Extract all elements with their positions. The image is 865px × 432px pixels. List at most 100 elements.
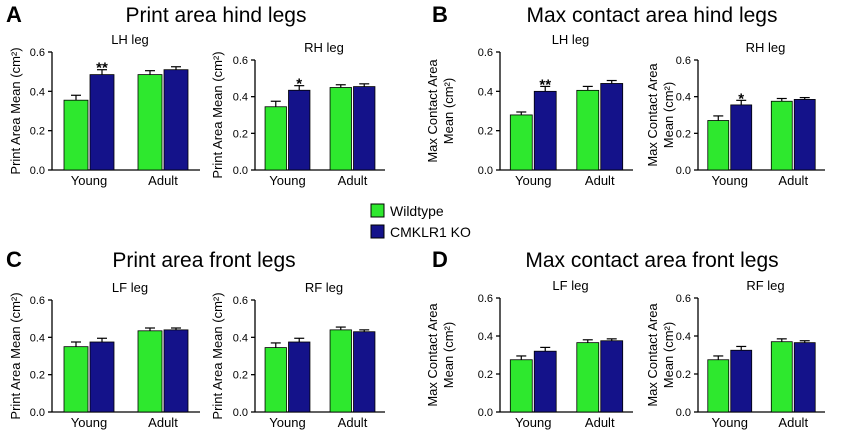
- x-category-label: Young: [71, 173, 107, 188]
- bar-wildtype-young: [63, 346, 89, 413]
- y-axis-label: Max Contact Area: [425, 303, 440, 407]
- y-tick-label: 0.4: [676, 331, 691, 343]
- x-category-label: Adult: [338, 173, 368, 188]
- y-tick-label: 0.2: [233, 370, 248, 382]
- y-tick-label: 0.4: [30, 332, 45, 344]
- legend: Wildtype CMKLR1 KO: [370, 203, 471, 240]
- significance-marker: *: [296, 76, 302, 93]
- x-category-label: Young: [515, 415, 551, 430]
- x-category-label: Adult: [778, 173, 808, 188]
- y-tick-label: 0.4: [478, 331, 493, 343]
- y-tick-label: 0.4: [30, 86, 45, 98]
- bar-wildtype-young: [707, 120, 730, 171]
- chart-b-lh-leg: LH leg Max Contact Area Mean (cm²) 0.0 0.2 0.…: [425, 32, 633, 188]
- bar-ko-young: [89, 341, 115, 413]
- bar-wildtype-young: [63, 99, 89, 171]
- x-category-label: Adult: [148, 415, 178, 430]
- y-axis-label: Mean (cm²): [661, 322, 676, 388]
- x-category-label: Young: [712, 415, 748, 430]
- legend-swatch-ko: [370, 224, 385, 239]
- x-category-label: Adult: [585, 415, 615, 430]
- y-axis-label: Max Contact Area: [645, 63, 660, 167]
- bar-wildtype-adult: [770, 100, 793, 171]
- bar-ko-adult: [163, 329, 189, 413]
- y-tick-label: 0.0: [478, 407, 493, 419]
- y-tick-label: 0.6: [233, 55, 248, 67]
- bar-ko-young: [288, 89, 311, 171]
- bar-ko-young: [730, 104, 753, 171]
- significance-marker: *: [738, 90, 744, 107]
- legend-label-wildtype: Wildtype: [390, 203, 444, 219]
- y-tick-label: 0.2: [478, 369, 493, 381]
- y-tick-label: 0.2: [676, 128, 691, 140]
- y-axis-label: Max Contact Area: [425, 59, 440, 163]
- y-tick-label: 0.2: [676, 369, 691, 381]
- y-tick-label: 0.2: [30, 370, 45, 382]
- chart-b-rh-leg: RH leg Max Contact Area Mean (cm²) 0.0 0.2 0.…: [645, 40, 825, 188]
- bar-wildtype-young: [509, 359, 533, 413]
- panel-title-a: Print area hind legs: [126, 4, 307, 27]
- panel-letter-a: A: [6, 2, 22, 27]
- bar-ko-adult: [163, 69, 189, 171]
- subplot-title: LF leg: [552, 278, 588, 293]
- significance-marker: **: [539, 76, 551, 93]
- subplot-title: RH leg: [746, 40, 786, 55]
- bar-wildtype-young: [509, 114, 533, 171]
- bar-ko-adult: [793, 342, 816, 413]
- chart-d-lf-leg: LF leg Max Contact Area Mean (cm²) 0.0 0.2 0.…: [425, 278, 633, 430]
- bar-wildtype-adult: [137, 74, 163, 171]
- y-axis-label: Max Contact Area: [645, 303, 660, 407]
- y-tick-label: 0.6: [233, 295, 248, 307]
- subplot-title: RF leg: [305, 280, 343, 295]
- y-tick-label: 0.6: [676, 55, 691, 67]
- chart-c-rf-leg: RF leg Print Area Mean (cm²) 0.0 0.2 0.4 0.6 Y…: [210, 280, 385, 430]
- bar-wildtype-adult: [329, 329, 352, 413]
- y-tick-label: 0.0: [233, 165, 248, 177]
- bar-wildtype-adult: [576, 342, 600, 413]
- x-category-label: Young: [269, 415, 305, 430]
- y-tick-label: 0.0: [233, 407, 248, 419]
- chart-a-lh-leg: LH leg Print Area Mean (cm²) 0.0 0.2 0.4 0.6 Y…: [8, 32, 200, 188]
- x-category-label: Adult: [148, 173, 178, 188]
- bar-wildtype-adult: [576, 89, 600, 171]
- panel-title-c: Print area front legs: [112, 249, 295, 272]
- x-category-label: Young: [269, 173, 305, 188]
- bar-ko-adult: [600, 340, 624, 413]
- bar-wildtype-adult: [770, 341, 793, 413]
- chart-a-rh-leg: RH leg Print Area Mean (cm²) 0.0 0.2 0.4 0.6 Y…: [210, 40, 385, 188]
- y-tick-label: 0.4: [478, 86, 493, 98]
- y-tick-label: 0.6: [30, 295, 45, 307]
- bar-wildtype-adult: [137, 330, 163, 413]
- panel-letter-d: D: [432, 247, 448, 272]
- bar-ko-young: [288, 341, 311, 413]
- y-tick-label: 0.0: [676, 407, 691, 419]
- significance-marker: **: [96, 60, 108, 77]
- y-tick-label: 0.0: [676, 165, 691, 177]
- bar-ko-adult: [793, 99, 816, 171]
- chart-d-rf-leg: RF leg Max Contact Area Mean (cm²) 0.0 0.2 0.…: [645, 278, 825, 430]
- y-axis-label: Print Area Mean (cm²): [8, 292, 23, 419]
- x-category-label: Young: [515, 173, 551, 188]
- x-category-label: Adult: [585, 173, 615, 188]
- bar-ko-adult: [353, 86, 376, 171]
- bar-ko-adult: [353, 331, 376, 413]
- panel-title-b: Max contact area hind legs: [527, 4, 778, 27]
- y-axis-label: Mean (cm²): [441, 322, 456, 388]
- y-tick-label: 0.6: [30, 47, 45, 59]
- y-tick-label: 0.2: [478, 126, 493, 138]
- x-category-label: Young: [71, 415, 107, 430]
- bar-ko-young: [533, 350, 557, 413]
- y-tick-label: 0.0: [30, 407, 45, 419]
- y-axis-label: Mean (cm²): [661, 82, 676, 148]
- x-category-label: Adult: [778, 415, 808, 430]
- y-tick-label: 0.2: [30, 126, 45, 138]
- y-tick-label: 0.6: [478, 293, 493, 305]
- y-tick-label: 0.6: [676, 293, 691, 305]
- subplot-title: RH leg: [304, 40, 344, 55]
- y-tick-label: 0.4: [233, 92, 248, 104]
- y-axis-label: Print Area Mean (cm²): [210, 292, 225, 419]
- bar-wildtype-young: [264, 106, 287, 171]
- panel-letter-b: B: [432, 2, 448, 27]
